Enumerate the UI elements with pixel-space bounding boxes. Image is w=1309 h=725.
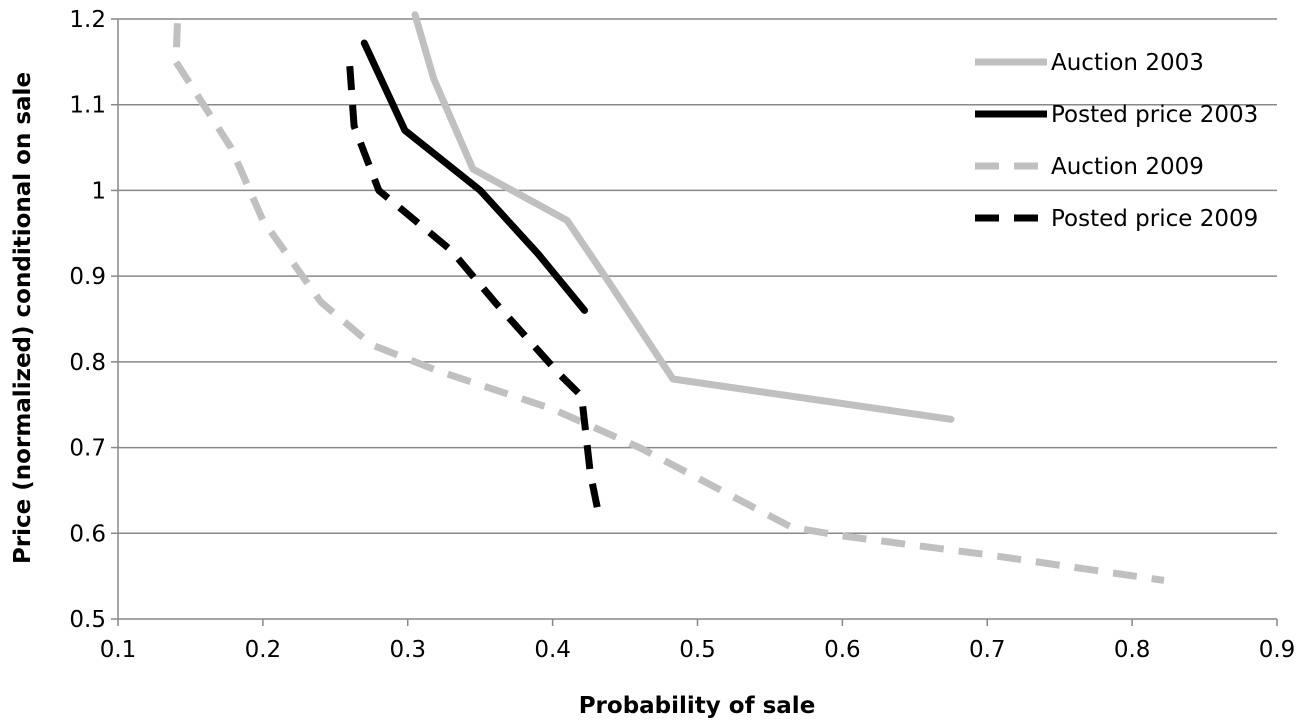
series-line-1 (411, 11, 955, 423)
y-tick-label: 0.5 (69, 607, 106, 633)
x-tick-label: 0.7 (969, 637, 1006, 663)
legend-label: Posted price 2009 (1051, 206, 1258, 232)
y-tick-label: 1.1 (69, 93, 106, 119)
x-tick-label: 0.1 (100, 637, 137, 663)
x-tick-label: 0.5 (679, 637, 716, 663)
x-tick-label: 0.2 (245, 637, 282, 663)
legend-label: Posted price 2003 (1051, 102, 1258, 128)
series-line-2 (360, 39, 588, 314)
axes: 0.5 0.6 0.7 0.8 0.9 1 1.1 1.2 0.1 0.2 0.3 0.4 0.5 0.6… (69, 7, 1295, 663)
series-line-3 (172, 23, 1165, 584)
x-tick-label: 0.3 (389, 637, 426, 663)
x-tick-label: 0.8 (1114, 637, 1151, 663)
x-tick-label: 0.6 (824, 637, 861, 663)
legend: Auction 2003 Posted price 2003 Auction 200… (975, 50, 1258, 232)
x-axis-title: Probability of sale (579, 693, 816, 719)
y-tick-label: 0.7 (69, 436, 106, 462)
y-tick-label: 0.6 (69, 521, 106, 547)
y-tick-label: 0.9 (69, 264, 106, 290)
y-axis-title: Price (normalized) conditional on sale (10, 72, 36, 564)
x-tick-label: 0.4 (534, 637, 571, 663)
legend-label: Auction 2009 (1051, 154, 1204, 180)
y-tick-label: 1 (91, 178, 106, 204)
y-tick-label: 1.2 (69, 7, 106, 33)
x-tick-label: 0.9 (1259, 637, 1296, 663)
y-tick-label: 0.8 (69, 350, 106, 376)
series-line-4 (346, 65, 603, 517)
legend-label: Auction 2003 (1051, 50, 1204, 76)
series-lines (172, 11, 1165, 584)
gridlines (118, 18, 1277, 535)
